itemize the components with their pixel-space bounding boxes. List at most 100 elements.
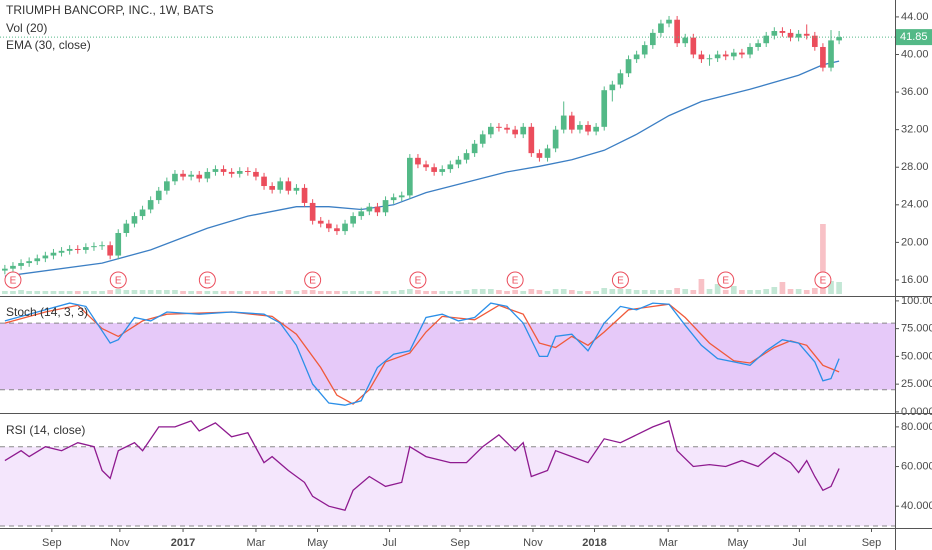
band-fill	[0, 323, 895, 390]
candle-body	[811, 35, 818, 47]
volume-bar	[447, 291, 454, 294]
volume-bar	[811, 288, 818, 294]
volume-bar	[722, 290, 729, 294]
candle-body	[625, 59, 632, 74]
candle-body	[285, 181, 292, 191]
volume-bar	[649, 290, 656, 294]
volume-bar	[350, 291, 356, 294]
earnings-label: E	[204, 276, 211, 287]
volume-bar	[172, 290, 178, 294]
volume-bar	[204, 291, 211, 294]
candle-body	[617, 73, 624, 85]
volume-bar	[382, 291, 389, 294]
candle-body	[487, 126, 494, 135]
candle-body	[50, 252, 57, 256]
y-tick-label: 24.00	[901, 199, 929, 211]
candle-body	[196, 174, 203, 179]
volume-bar	[115, 289, 122, 294]
ema-legend: EMA (30, close)	[6, 38, 91, 52]
volume-bar	[690, 290, 697, 294]
candle-body	[828, 40, 834, 68]
candle-body	[326, 223, 332, 229]
candle-body	[722, 54, 729, 57]
rsi-line	[4, 420, 840, 511]
volume-bar	[228, 291, 235, 294]
candle-body	[382, 200, 389, 213]
candle-body	[180, 173, 186, 177]
volume-bar	[633, 290, 640, 294]
candle-body	[147, 200, 154, 210]
volume-bar	[42, 291, 49, 294]
last-price-label: 41.85	[900, 31, 928, 43]
volume-bar	[66, 291, 73, 294]
y-tick-label: 36.00	[901, 86, 929, 98]
candle-body	[779, 31, 786, 33]
x-tick-label: Sep	[450, 537, 470, 549]
candle-body	[26, 261, 32, 264]
volume-bar	[585, 291, 591, 294]
candle-body	[577, 124, 583, 130]
candle-body	[277, 181, 284, 190]
volume-bar	[836, 282, 842, 294]
earnings-label: E	[722, 276, 729, 287]
volume-bar	[771, 287, 778, 294]
candle-body	[504, 127, 510, 130]
x-tick-label: May	[307, 537, 328, 549]
volume-bar	[269, 291, 275, 294]
volume-bar	[658, 290, 664, 294]
x-tick-label: Nov	[523, 537, 543, 549]
candle-body	[245, 170, 251, 172]
volume-bar	[212, 291, 219, 294]
earnings-marker	[198, 271, 216, 289]
volume-bar	[682, 289, 689, 294]
candle-body	[91, 246, 97, 248]
volume-bar	[609, 289, 616, 294]
earnings-marker	[717, 271, 735, 289]
candle-body	[115, 232, 122, 256]
volume-bar	[34, 291, 41, 294]
candle-body	[439, 169, 446, 172]
panes	[0, 322, 895, 527]
candle-body	[585, 124, 591, 132]
volume-bar	[512, 290, 518, 294]
y-tick-label: 44.00	[901, 11, 929, 23]
volume-bar	[147, 290, 154, 294]
stoch-d-line	[4, 303, 840, 405]
candle-body	[398, 195, 405, 198]
volume-bar	[577, 291, 583, 294]
volume-bar	[245, 291, 251, 294]
volume-bar	[155, 290, 162, 294]
volume-bar	[747, 290, 753, 294]
rsi-legend: RSI (14, close)	[6, 423, 85, 437]
candle-body	[698, 54, 705, 60]
last-price-box	[895, 29, 932, 46]
volume-bar	[439, 291, 446, 294]
candle-body	[568, 115, 575, 130]
candle-body	[220, 169, 227, 172]
y-tick-label: 80.0000	[901, 421, 932, 433]
candle-body	[317, 220, 324, 224]
symbol-title: TRIUMPH BANCORP, INC., 1W, BATS	[6, 3, 214, 17]
volume-bar	[358, 291, 365, 294]
candle-body	[366, 206, 373, 212]
volume-bar	[2, 291, 8, 294]
candle-body	[10, 265, 16, 269]
volume-bar	[625, 289, 632, 294]
volume-bar	[601, 288, 608, 294]
volume-bar	[261, 291, 267, 294]
candle-body	[42, 255, 49, 259]
candle-body	[787, 32, 794, 38]
volume-bar	[326, 291, 332, 294]
volume-bar	[253, 291, 259, 294]
earnings-label: E	[309, 276, 316, 287]
volume-bar	[334, 291, 340, 294]
volume-bar	[342, 291, 348, 294]
volume-bar	[666, 290, 672, 294]
volume-bar	[180, 291, 186, 294]
candle-body	[641, 45, 648, 55]
volume-bar	[674, 288, 680, 294]
candle-body	[293, 187, 300, 191]
volume-bar	[188, 291, 194, 294]
